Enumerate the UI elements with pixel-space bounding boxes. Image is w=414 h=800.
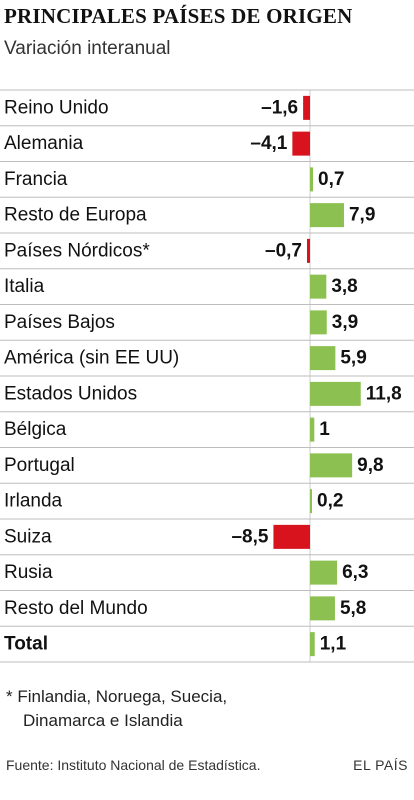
category-label: Resto del Mundo xyxy=(4,598,148,619)
bar-positive xyxy=(310,346,336,371)
bar-negative xyxy=(306,238,310,263)
bar-positive xyxy=(310,274,327,299)
bar-positive xyxy=(310,632,315,657)
value-label: 7,9 xyxy=(349,205,375,226)
category-label: Estados Unidos xyxy=(4,383,137,404)
category-label: Bélgica xyxy=(4,419,67,440)
category-label: Reino Unido xyxy=(4,97,109,118)
category-label: Alemania xyxy=(4,133,84,154)
value-label: –8,5 xyxy=(231,526,268,547)
category-label: Suiza xyxy=(4,526,52,547)
category-label: Irlanda xyxy=(4,491,63,512)
bar-chart: Reino Unido –1,6 Alemania –4,1 Francia 0,7 Res… xyxy=(0,89,414,663)
value-label: –1,6 xyxy=(261,97,298,118)
category-label: Rusia xyxy=(4,562,53,583)
category-label: Francia xyxy=(4,169,68,190)
chart-title: PRINCIPALES PAÍSES DE ORIGEN xyxy=(4,4,353,28)
category-label: Italia xyxy=(4,276,45,297)
category-label: América (sin EE UU) xyxy=(4,348,179,369)
bar-negative xyxy=(292,131,310,156)
value-label: 5,9 xyxy=(340,348,366,369)
bar-positive xyxy=(310,453,353,478)
category-label: Portugal xyxy=(4,455,75,476)
value-label: –0,7 xyxy=(265,240,302,261)
value-label: 11,8 xyxy=(366,383,402,404)
bar-negative xyxy=(273,524,310,549)
bar-positive xyxy=(310,310,327,335)
chart-subtitle: Variación interanual xyxy=(4,38,171,59)
bar-positive xyxy=(310,203,344,228)
value-label: –4,1 xyxy=(250,133,287,154)
bar-positive xyxy=(310,417,315,442)
value-label: 5,8 xyxy=(340,598,366,619)
footnote: * Finlandia, Noruega, Suecia, Dinamarca … xyxy=(6,685,227,733)
value-label: 0,2 xyxy=(317,491,343,512)
value-label: 9,8 xyxy=(357,455,383,476)
value-label: 1 xyxy=(319,419,330,440)
bar-positive xyxy=(310,167,314,192)
bar-positive xyxy=(310,596,335,621)
bar-positive xyxy=(310,381,361,406)
bar-negative xyxy=(303,95,310,120)
source-note: Fuente: Instituto Nacional de Estadístic… xyxy=(6,757,261,773)
value-label: 0,7 xyxy=(318,169,344,190)
value-label: 6,3 xyxy=(342,562,368,583)
category-label: Resto de Europa xyxy=(4,205,147,226)
category-label: Países Bajos xyxy=(4,312,115,333)
value-label: 1,1 xyxy=(320,634,347,655)
category-label: Países Nórdicos* xyxy=(4,240,150,261)
brand-logo: EL PAÍS xyxy=(353,757,408,773)
value-label: 3,9 xyxy=(332,312,358,333)
footnote-line-1: * Finlandia, Noruega, Suecia, xyxy=(6,687,228,706)
value-label: 3,8 xyxy=(331,276,357,297)
category-label: Total xyxy=(4,634,48,655)
bar-positive xyxy=(310,560,338,585)
bar-positive xyxy=(310,489,312,514)
footnote-line-2: Dinamarca e Islandia xyxy=(23,711,183,730)
